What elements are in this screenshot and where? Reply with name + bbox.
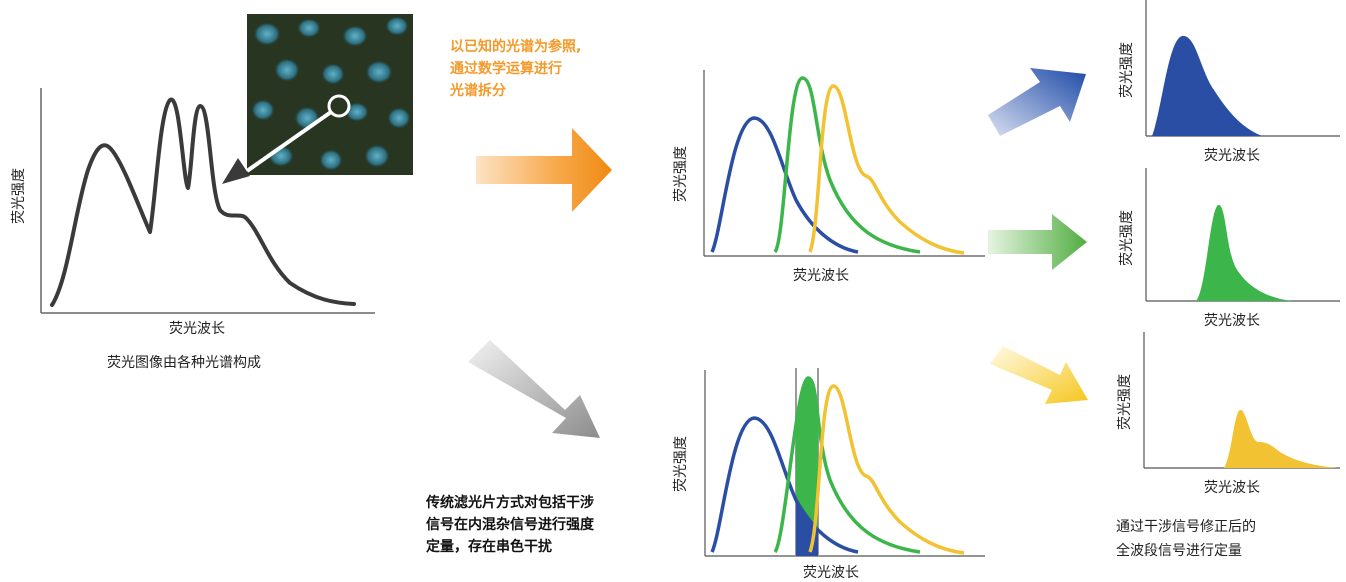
corrected-note-line-2: 全波段信号进行定量: [1116, 543, 1242, 559]
unmixing-arrow: [476, 128, 612, 212]
filter-yellow-curve: [808, 384, 965, 555]
unmixing-blue-curve: [710, 116, 859, 254]
arrow-to-yellow: [990, 346, 1088, 404]
green-spectrum-chart: [1145, 168, 1340, 302]
filter-chart: [704, 368, 985, 557]
unmixing-yellow-curve: [808, 84, 965, 255]
yellow-spectrum-fill: [1224, 409, 1338, 468]
fluorescence-image: [247, 14, 413, 175]
filter-x-label: 荧光波长: [803, 565, 859, 581]
blue-spectrum-chart: [1145, 0, 1340, 137]
main-caption: 荧光图像由各种光谱构成: [107, 355, 261, 371]
filter-note-line-1: 传统滤光片方式对包括干涉: [426, 495, 594, 511]
yellow-x-label: 荧光波长: [1204, 480, 1260, 496]
filter-note-line-2: 信号在内混杂信号进行强度: [426, 517, 594, 533]
main-x-label: 荧光波长: [169, 321, 225, 337]
corrected-note: 通过干涉信号修正后的 全波段信号进行定量: [1116, 515, 1256, 563]
blue-spectrum-fill: [1152, 35, 1262, 136]
green-x-label: 荧光波长: [1204, 313, 1260, 329]
green-y-label: 荧光强度: [1119, 210, 1135, 266]
filter-green-curve: [773, 376, 921, 554]
unmixing-note-line-3: 光谱拆分: [450, 83, 506, 99]
arrow-to-green: [988, 214, 1087, 270]
blue-y-label: 荧光强度: [1119, 42, 1135, 98]
green-spectrum-fill: [1196, 204, 1292, 301]
unmixing-y-label: 荧光强度: [673, 146, 689, 202]
main-y-label: 荧光强度: [11, 168, 27, 224]
filter-note-line-3: 定量，存在串色干扰: [426, 539, 552, 555]
unmixing-green-curve: [773, 76, 921, 254]
unmixing-note-line-2: 通过数学运算进行: [450, 61, 562, 77]
corrected-note-line-1: 通过干涉信号修正后的: [1116, 519, 1256, 535]
filter-y-label: 荧光强度: [673, 436, 689, 492]
unmixing-note-line-1: 以已知的光谱为参照,: [450, 39, 582, 55]
yellow-spectrum-chart: [1143, 332, 1340, 469]
blue-x-label: 荧光波长: [1204, 148, 1260, 164]
unmixing-chart: [703, 70, 985, 257]
filter-arrow: [468, 340, 600, 438]
unmixing-x-label: 荧光波长: [793, 268, 849, 284]
arrow-to-blue: [988, 68, 1086, 136]
unmixing-note: 以已知的光谱为参照, 通过数学运算进行 光谱拆分: [450, 36, 581, 102]
pointer-arrow-head: [222, 158, 250, 184]
filter-blue-curve: [710, 416, 859, 554]
main-composite-curve: [50, 97, 356, 307]
yellow-y-label: 荧光强度: [1117, 374, 1133, 430]
filter-note: 传统滤光片方式对包括干涉 信号在内混杂信号进行强度 定量，存在串色干扰: [426, 492, 594, 558]
